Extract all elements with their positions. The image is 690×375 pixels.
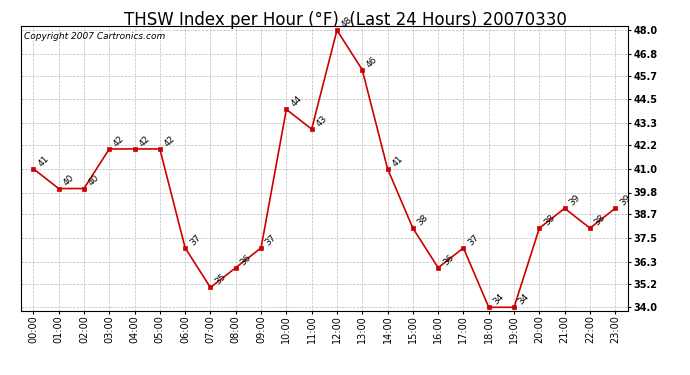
Text: 40: 40 <box>61 173 76 188</box>
Text: 35: 35 <box>213 272 228 287</box>
Text: 42: 42 <box>112 134 126 148</box>
Text: 41: 41 <box>36 154 50 168</box>
Text: 37: 37 <box>466 232 481 247</box>
Text: 37: 37 <box>188 232 202 247</box>
Text: 40: 40 <box>87 173 101 188</box>
Text: 34: 34 <box>491 292 506 306</box>
Text: 39: 39 <box>618 193 633 207</box>
Text: 39: 39 <box>567 193 582 207</box>
Text: THSW Index per Hour (°F)  (Last 24 Hours) 20070330: THSW Index per Hour (°F) (Last 24 Hours)… <box>124 11 566 29</box>
Text: 48: 48 <box>339 15 354 29</box>
Text: 42: 42 <box>163 134 177 148</box>
Text: 36: 36 <box>441 252 455 267</box>
Text: 38: 38 <box>593 213 607 227</box>
Text: 38: 38 <box>542 213 557 227</box>
Text: 34: 34 <box>517 292 531 306</box>
Text: 38: 38 <box>415 213 430 227</box>
Text: Copyright 2007 Cartronics.com: Copyright 2007 Cartronics.com <box>23 32 165 41</box>
Text: 42: 42 <box>137 134 152 148</box>
Text: 43: 43 <box>315 114 329 128</box>
Text: 41: 41 <box>391 154 405 168</box>
Text: 44: 44 <box>289 94 304 109</box>
Text: 46: 46 <box>365 55 380 69</box>
Text: 36: 36 <box>239 252 253 267</box>
Text: 37: 37 <box>264 232 278 247</box>
